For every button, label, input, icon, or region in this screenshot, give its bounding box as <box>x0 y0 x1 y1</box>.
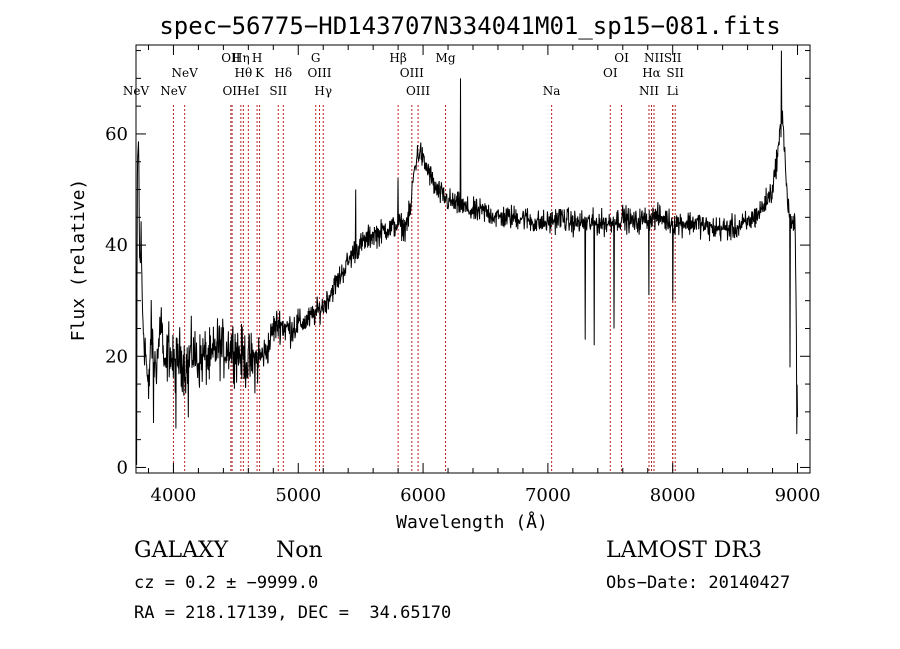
line-label: SII <box>666 66 684 80</box>
coordinates: RA = 218.17139, DEC = 34.65170 <box>134 603 452 623</box>
line-label: Hβ <box>389 51 406 65</box>
line-label: SII <box>664 51 682 65</box>
line-label: NeV <box>172 66 199 80</box>
line-label: OI <box>603 66 618 80</box>
object-subclass: Non <box>276 538 323 563</box>
line-label: OIII <box>400 66 424 80</box>
x-axis-label: Wavelength (Å) <box>396 511 548 533</box>
x-tick-label: 7000 <box>525 485 571 506</box>
y-tick-label: 0 <box>117 457 128 478</box>
redshift-info: cz = 0.2 ± −9999.0 <box>134 573 319 593</box>
line-label: NII <box>639 84 659 98</box>
line-label: Na <box>543 84 561 98</box>
survey-name: LAMOST DR3 <box>606 538 762 563</box>
plot-frame <box>135 44 811 474</box>
line-label: Li <box>667 84 679 98</box>
object-class: GALAXY <box>134 538 229 563</box>
line-label: OII <box>222 84 242 98</box>
line-label: OII <box>221 51 241 65</box>
y-axis-label: Flux (relative) <box>68 179 89 342</box>
chart-title: spec−56775−HD143707N334041M01_sp15−081.f… <box>159 12 780 40</box>
line-label: OIII <box>307 66 331 80</box>
line-label: G <box>311 51 321 65</box>
y-tick-label: 20 <box>105 346 128 367</box>
observation-date: Obs−Date: 20140427 <box>606 573 791 593</box>
line-label: H <box>252 51 262 65</box>
line-label: OI <box>614 51 629 65</box>
line-label: K <box>255 66 265 80</box>
line-label: HeI <box>237 84 260 98</box>
axes: 4000 5000 6000 7000 8000 9000 0 20 40 60 <box>105 45 820 506</box>
spectrum-line <box>136 50 798 465</box>
emission-lines: NeV NeVNeVOIIOIIHηHθHeIHKSIIHδGOIIIHγHβOI… <box>123 51 684 473</box>
line-label: Hα <box>642 66 661 80</box>
line-label: Hδ <box>274 66 292 80</box>
line-label: Mg <box>436 51 456 65</box>
line-label: Hθ <box>234 66 252 80</box>
x-tick-label: 6000 <box>400 485 446 506</box>
x-tick-label: 5000 <box>275 485 321 506</box>
x-tick-label: 9000 <box>775 485 821 506</box>
x-tick-label: 4000 <box>151 485 197 506</box>
line-label: SII <box>269 84 287 98</box>
line-label: Hη <box>232 51 250 65</box>
line-label: OIII <box>406 84 430 98</box>
x-tick-label: 8000 <box>650 485 696 506</box>
line-label: NII <box>644 51 664 65</box>
line-label: Hγ <box>314 84 332 98</box>
y-tick-label: 60 <box>105 124 128 145</box>
y-tick-label: 40 <box>105 235 128 256</box>
line-label: NeV <box>160 84 187 98</box>
spectrum-series <box>136 50 798 465</box>
